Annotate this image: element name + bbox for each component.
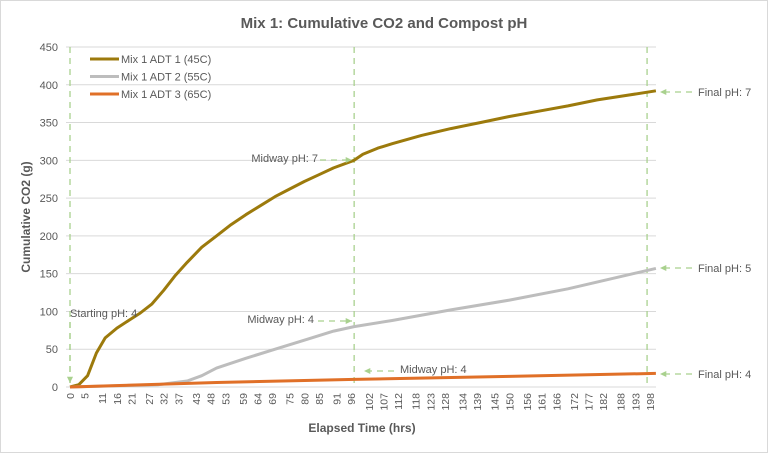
x-tick-label: 166: [551, 393, 563, 411]
legend-label: Mix 1 ADT 2 (55C): [121, 72, 211, 84]
arrow-head-icon: [364, 367, 371, 375]
arrow-head-icon: [660, 370, 667, 378]
arrow-head-icon: [660, 264, 667, 272]
chart-title: Mix 1: Cumulative CO2 and Compost pH: [241, 15, 528, 32]
x-tick-label: 96: [346, 393, 358, 405]
x-tick-label: 139: [472, 393, 484, 411]
x-tick-label: 182: [598, 393, 610, 411]
x-tick-label: 37: [173, 393, 185, 405]
x-tick-label: 80: [299, 393, 311, 405]
arrow-head-icon: [345, 156, 352, 164]
ph-annotation: Final pH: 5: [698, 263, 751, 275]
x-tick-label: 150: [504, 393, 516, 411]
legend-label: Mix 1 ADT 3 (65C): [121, 89, 211, 101]
x-tick-label: 134: [458, 393, 470, 411]
y-tick-label: 300: [40, 155, 58, 167]
x-tick-label: 128: [440, 393, 452, 411]
x-tick-label: 145: [490, 393, 502, 411]
ph-annotation: Starting pH: 4: [70, 308, 137, 320]
arrow-head-icon: [660, 88, 667, 96]
x-tick-label: 0: [65, 393, 77, 399]
series-line-3: [69, 371, 656, 389]
x-tick-label: 43: [191, 393, 203, 405]
x-tick-label: 156: [522, 393, 534, 411]
arrow-head-icon: [66, 376, 74, 383]
x-tick-label: 75: [285, 393, 297, 405]
arrow-head-icon: [345, 317, 352, 325]
x-tick-label: 172: [569, 393, 581, 411]
y-tick-label: 450: [40, 42, 58, 54]
x-tick-label: 11: [97, 393, 109, 404]
x-tick-label: 27: [144, 393, 156, 405]
x-tick-label: 21: [127, 393, 139, 405]
x-tick-label: 118: [411, 393, 423, 410]
ph-annotation: Midway pH: 4: [400, 364, 467, 376]
x-tick-label: 64: [252, 393, 264, 405]
x-tick-label: 91: [332, 393, 344, 405]
ph-annotation: Final pH: 7: [698, 87, 751, 99]
ph-annotation: Midway pH: 4: [247, 314, 314, 326]
x-tick-label: 198: [645, 393, 657, 411]
y-tick-label: 150: [40, 269, 58, 281]
y-tick-label: 0: [52, 382, 58, 394]
y-tick-label: 200: [40, 231, 58, 243]
x-tick-label: 85: [314, 393, 326, 405]
x-tick-label: 59: [238, 393, 250, 405]
x-tick-label: 16: [112, 393, 124, 405]
y-tick-label: 100: [40, 306, 58, 318]
x-tick-label: 193: [630, 393, 642, 411]
x-tick-label: 161: [537, 393, 549, 411]
x-axis-label: Elapsed Time (hrs): [308, 421, 415, 435]
x-tick-label: 177: [583, 393, 595, 411]
x-tick-label: 48: [206, 393, 218, 405]
series-line-1: [69, 89, 657, 389]
y-tick-label: 250: [40, 193, 58, 205]
x-tick-label: 102: [364, 393, 376, 411]
x-tick-label: 32: [159, 393, 171, 405]
x-tick-label: 5: [80, 393, 92, 399]
ph-annotation: Midway pH: 7: [251, 153, 318, 165]
series-line-2: [69, 266, 657, 389]
y-tick-label: 350: [40, 118, 58, 130]
y-tick-label: 50: [46, 344, 58, 356]
x-tick-label: 107: [378, 393, 390, 411]
legend-label: Mix 1 ADT 1 (45C): [121, 54, 211, 66]
x-tick-label: 112: [393, 393, 405, 410]
y-tick-label: 400: [40, 80, 58, 92]
x-tick-label: 123: [425, 393, 437, 411]
x-tick-label: 188: [616, 393, 628, 411]
x-tick-label: 69: [267, 393, 279, 405]
ph-annotation: Final pH: 4: [698, 369, 751, 381]
y-axis-label: Cumulative CO2 (g): [19, 161, 33, 272]
x-tick-label: 53: [220, 393, 232, 405]
